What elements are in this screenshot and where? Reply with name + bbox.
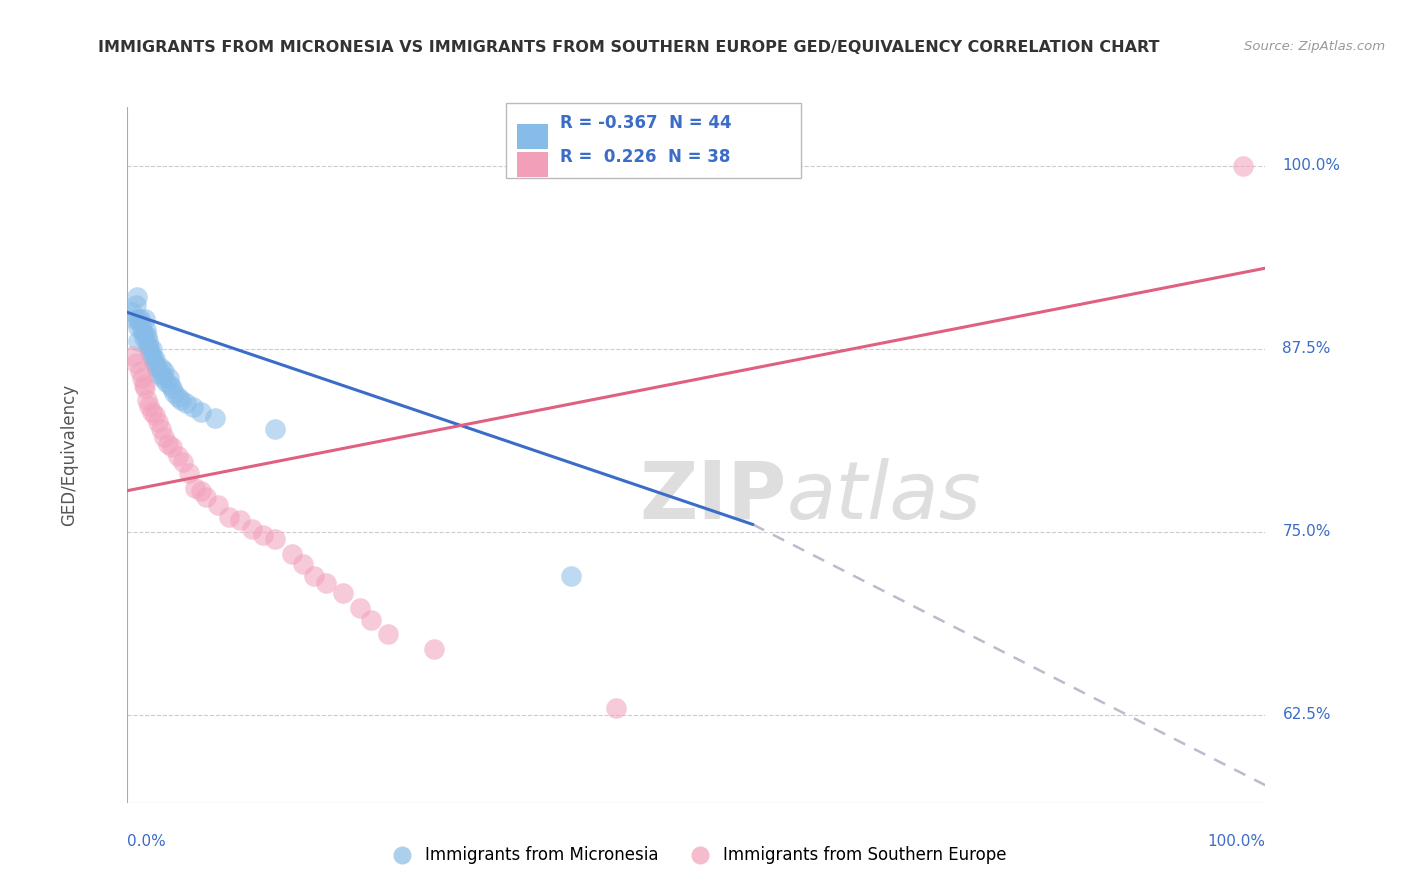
Point	[148, 415, 170, 429]
Text: 100.0%: 100.0%	[1282, 158, 1340, 173]
Point	[155, 376, 177, 390]
Point	[166, 390, 188, 404]
Point	[124, 356, 146, 370]
Point	[143, 351, 166, 366]
Legend: Immigrants from Micronesia, Immigrants from Southern Europe: Immigrants from Micronesia, Immigrants f…	[378, 839, 1014, 871]
Point	[184, 481, 207, 495]
Point	[136, 392, 159, 407]
Point	[172, 454, 194, 468]
Point	[263, 532, 285, 546]
Point	[129, 312, 152, 326]
Point	[349, 601, 371, 615]
Text: Source: ZipAtlas.com: Source: ZipAtlas.com	[1244, 40, 1385, 54]
Point	[163, 385, 186, 400]
Point	[141, 342, 163, 356]
Point	[240, 522, 263, 536]
Text: 100.0%: 100.0%	[1208, 834, 1265, 849]
Text: 87.5%: 87.5%	[1282, 342, 1331, 356]
Point	[304, 568, 326, 582]
Point	[150, 367, 173, 381]
Point	[560, 568, 582, 582]
Text: atlas: atlas	[787, 458, 981, 536]
Point	[124, 312, 146, 326]
Point	[207, 499, 229, 513]
Point	[127, 334, 149, 349]
Text: GED/Equivalency: GED/Equivalency	[60, 384, 79, 526]
Point	[134, 312, 156, 326]
Point	[131, 317, 153, 331]
Point	[132, 331, 155, 345]
Point	[127, 319, 149, 334]
Point	[190, 483, 212, 498]
Point	[125, 290, 148, 304]
Point	[159, 378, 181, 392]
Point	[141, 405, 163, 419]
Point	[229, 513, 252, 527]
Point	[152, 371, 174, 385]
Point	[174, 396, 197, 410]
Text: R =  0.226  N = 38: R = 0.226 N = 38	[560, 148, 730, 166]
Point	[252, 527, 274, 541]
Point	[142, 351, 165, 366]
Point	[157, 371, 180, 385]
Point	[160, 440, 183, 454]
Point	[292, 557, 315, 571]
Point	[143, 408, 166, 422]
Point	[181, 401, 204, 415]
Point	[423, 642, 446, 657]
Point	[190, 405, 212, 419]
Point	[131, 323, 153, 337]
Point	[136, 340, 159, 354]
Point	[131, 371, 153, 385]
Point	[141, 349, 163, 363]
Point	[149, 422, 172, 436]
Point	[153, 364, 176, 378]
Point	[360, 613, 382, 627]
Point	[1232, 159, 1254, 173]
Point	[195, 490, 218, 504]
Point	[121, 305, 143, 319]
Point	[134, 381, 156, 395]
Text: ZIP: ZIP	[640, 458, 787, 536]
Point	[605, 700, 627, 714]
Point	[332, 586, 354, 600]
Point	[142, 356, 165, 370]
Point	[149, 360, 172, 375]
Point	[122, 349, 145, 363]
Point	[138, 399, 160, 413]
Point	[146, 360, 169, 375]
Point	[263, 422, 285, 436]
Point	[156, 437, 179, 451]
Point	[139, 346, 162, 360]
Text: 75.0%: 75.0%	[1282, 524, 1331, 540]
Point	[153, 429, 176, 443]
Point	[204, 410, 226, 425]
Point	[127, 312, 149, 326]
Point	[170, 392, 193, 407]
Point	[129, 364, 152, 378]
Point	[377, 627, 399, 641]
Text: 0.0%: 0.0%	[127, 834, 166, 849]
Text: IMMIGRANTS FROM MICRONESIA VS IMMIGRANTS FROM SOUTHERN EUROPE GED/EQUIVALENCY CO: IMMIGRANTS FROM MICRONESIA VS IMMIGRANTS…	[98, 40, 1160, 55]
Point	[148, 367, 170, 381]
Point	[166, 449, 188, 463]
Text: R = -0.367  N = 44: R = -0.367 N = 44	[560, 114, 731, 132]
Point	[280, 547, 302, 561]
Point	[145, 358, 167, 372]
Text: 62.5%: 62.5%	[1282, 707, 1331, 723]
Point	[160, 381, 183, 395]
Point	[218, 510, 240, 524]
Point	[136, 334, 159, 349]
Point	[135, 323, 157, 337]
Point	[136, 328, 159, 343]
Point	[124, 298, 146, 312]
Point	[179, 467, 201, 481]
Point	[132, 378, 155, 392]
Point	[132, 327, 155, 342]
Point	[315, 576, 337, 591]
Point	[138, 340, 160, 354]
